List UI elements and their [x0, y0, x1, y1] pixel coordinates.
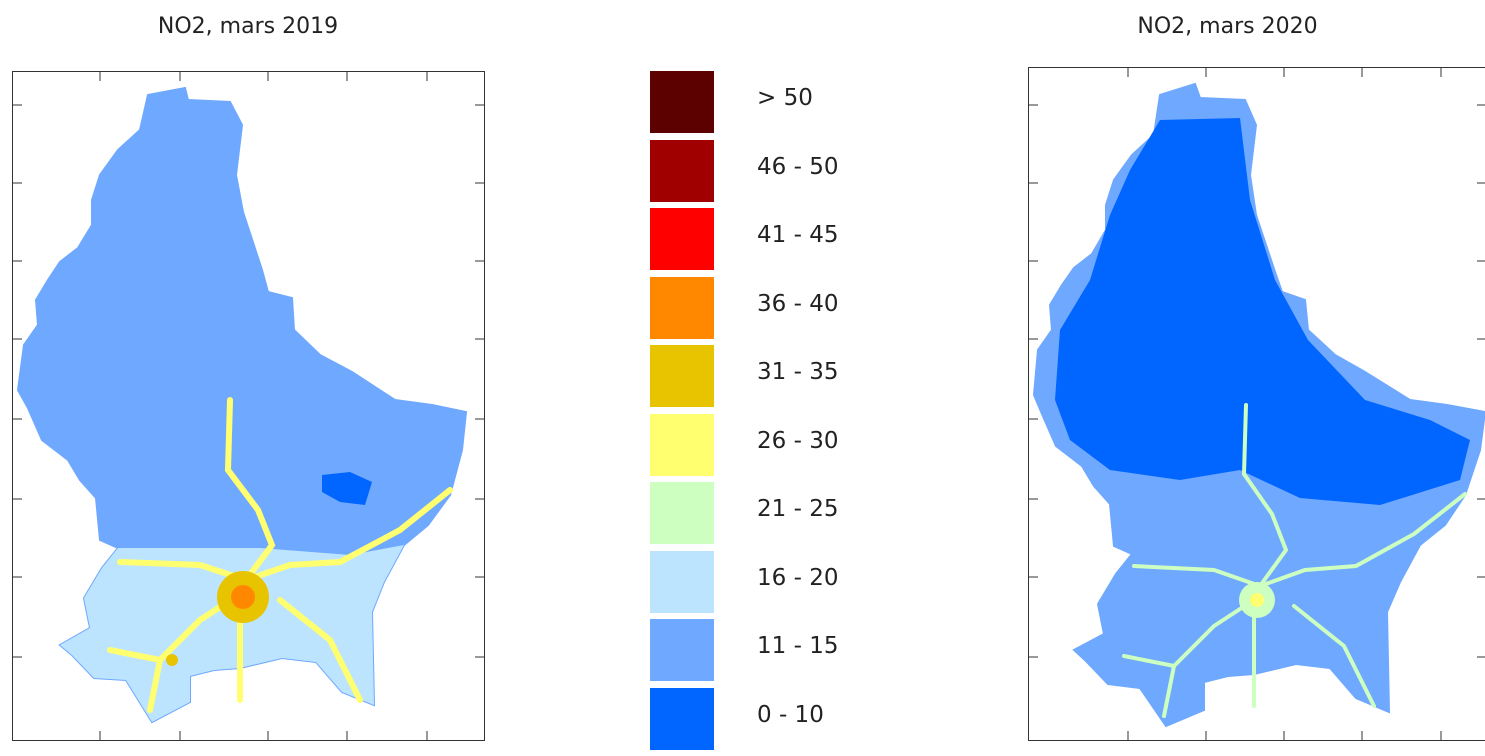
legend-item: 11 - 15 — [650, 619, 910, 688]
legend-swatch — [650, 71, 714, 133]
legend-item: 26 - 30 — [650, 414, 910, 483]
south-region — [60, 545, 404, 722]
legend-label: 11 - 15 — [757, 633, 838, 659]
legend-item: 41 - 45 — [650, 208, 910, 277]
legend-label: 31 - 35 — [757, 359, 838, 385]
legend-item: 46 - 50 — [650, 140, 910, 209]
legend-item: 36 - 40 — [650, 277, 910, 346]
map-title-2019: NO2, mars 2019 — [12, 14, 484, 39]
map-2020 — [1028, 67, 1485, 741]
legend-label: > 50 — [757, 85, 813, 111]
map-2019 — [12, 71, 485, 741]
legend-swatch — [650, 345, 714, 407]
legend-label: 21 - 25 — [757, 496, 838, 522]
legend-label: 36 - 40 — [757, 291, 838, 317]
legend-swatch — [650, 140, 714, 202]
legend-label: 0 - 10 — [757, 702, 824, 728]
legend-swatch — [650, 688, 714, 750]
legend-swatch — [650, 482, 714, 544]
legend-item: > 50 — [650, 71, 910, 140]
legend-swatch — [650, 208, 714, 270]
legend: > 50 46 - 50 41 - 45 36 - 40 31 - 35 26 - 30 2… — [650, 71, 910, 756]
legend-swatch — [650, 619, 714, 681]
legend-label: 46 - 50 — [757, 154, 838, 180]
legend-item: 16 - 20 — [650, 551, 910, 620]
legend-item: 21 - 25 — [650, 482, 910, 551]
legend-label: 16 - 20 — [757, 565, 838, 591]
legend-swatch — [650, 414, 714, 476]
legend-item: 31 - 35 — [650, 345, 910, 414]
map-title-2020: NO2, mars 2020 — [1030, 14, 1425, 39]
legend-swatch — [650, 277, 714, 339]
legend-label: 26 - 30 — [757, 428, 838, 454]
city-hotspot — [1239, 582, 1275, 618]
legend-label: 41 - 45 — [757, 222, 838, 248]
legend-swatch — [650, 551, 714, 613]
